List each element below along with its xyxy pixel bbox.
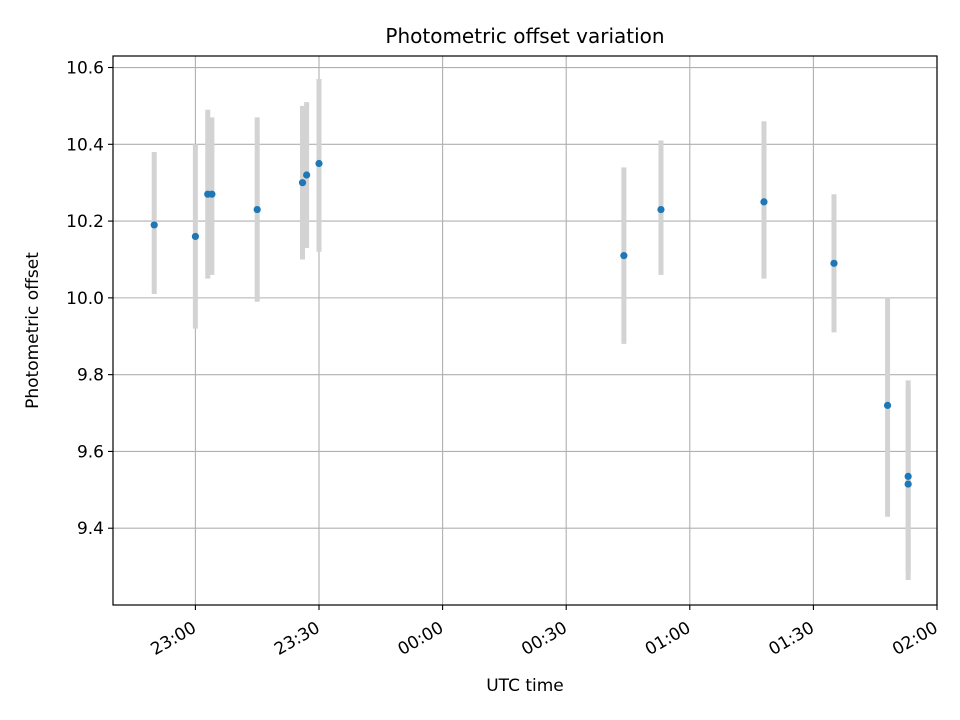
y-tick-label: 10.6 [66, 59, 104, 79]
data-point [620, 252, 628, 260]
data-points [150, 159, 912, 488]
data-point [315, 159, 323, 168]
data-point [657, 205, 665, 214]
y-tick-label: 10.0 [66, 289, 104, 309]
y-tick-label: 10.2 [66, 212, 104, 232]
data-point [150, 221, 158, 229]
data-point [904, 480, 912, 488]
y-axis-ticks: 9.4 9.6 9.8 10.0 10.2 10.4 10.6 [66, 59, 113, 539]
plot-frame [112, 55, 938, 606]
y-tick-label: 9.4 [77, 519, 104, 539]
data-point [253, 205, 261, 214]
data-point [191, 232, 199, 241]
y-tick-label: 10.4 [66, 135, 104, 155]
data-point [904, 472, 912, 480]
y-tick-label: 9.6 [77, 442, 104, 462]
data-point [830, 259, 838, 267]
y-axis-label: Photometric offset [23, 252, 43, 409]
data-point [760, 198, 768, 206]
data-point [883, 401, 892, 409]
x-axis-label: UTC time [486, 676, 564, 696]
data-point [208, 190, 216, 198]
y-tick-label: 9.8 [77, 366, 104, 386]
data-point [298, 179, 307, 187]
data-point [303, 171, 311, 179]
grid [113, 56, 938, 605]
chart-title: Photometric offset variation [385, 24, 664, 48]
